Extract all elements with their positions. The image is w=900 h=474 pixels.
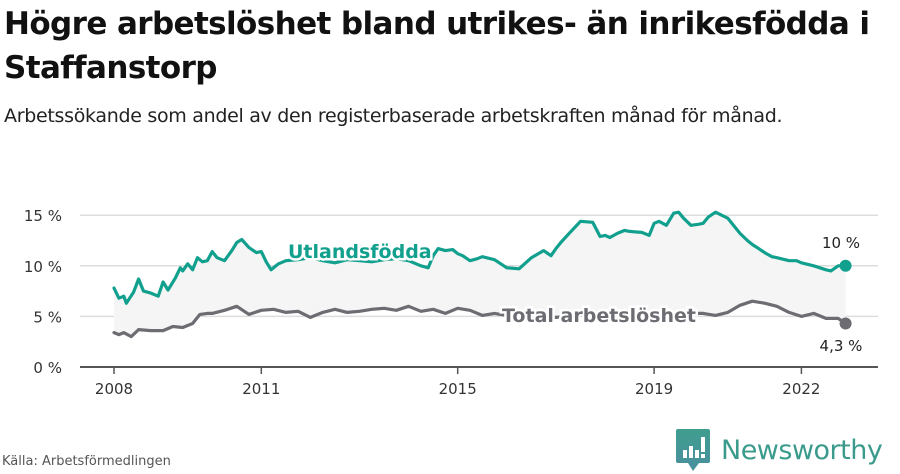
series-label-total: Total arbetslöshet (502, 305, 696, 327)
difference-band (114, 212, 846, 337)
chart-subtitle: Arbetssökande som andel av den registerb… (4, 105, 783, 127)
end-point-utlandsfodda[interactable] (839, 259, 852, 272)
source-note: Källa: Arbetsförmedlingen (2, 454, 171, 469)
x-tick-label: 2022 (782, 380, 820, 398)
bar-chart-speech-bubble-icon (676, 429, 710, 471)
chart-title: Högre arbetslöshet bland utrikes- än inr… (4, 6, 870, 86)
end-value-utlandsfodda: 10 % (822, 234, 860, 252)
end-value-total: 4,3 % (820, 337, 863, 355)
x-tick-label: 2015 (439, 380, 477, 398)
line-utlandsfodda (112, 210, 848, 305)
y-tick-label: 5 % (33, 308, 62, 326)
line-total-arbetsloshet (112, 299, 848, 339)
y-axis-ticks: 0 % 5 % 10 % 15 % (24, 207, 62, 377)
x-axis-ticks: 2008 2011 2015 2019 2022 (95, 367, 820, 398)
x-tick-label: 2008 (95, 380, 133, 398)
y-tick-label: 15 % (24, 207, 62, 225)
newsworthy-logo[interactable]: Newsworthy (675, 428, 883, 472)
line-chart: 0 % 5 % 10 % 15 % Utlandsfödda Total arbets… (24, 207, 878, 398)
x-tick-label: 2011 (242, 380, 280, 398)
end-point-total[interactable] (839, 317, 852, 330)
x-tick-label: 2019 (635, 380, 673, 398)
y-tick-label: 0 % (33, 359, 62, 377)
series-label-utlandsfodda: Utlandsfödda (288, 241, 432, 263)
y-tick-label: 10 % (24, 258, 62, 276)
brand-name: Newsworthy (721, 434, 883, 466)
